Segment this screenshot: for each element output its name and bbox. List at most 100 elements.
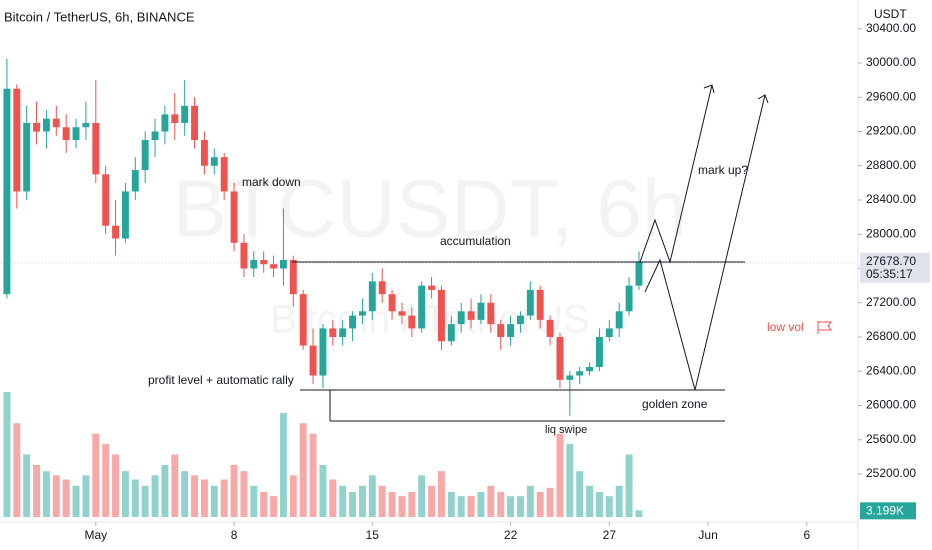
x-tick-label: 22 (504, 528, 518, 542)
y-tick-label: 30400.00 (866, 21, 916, 35)
candle-body (309, 345, 317, 376)
candle-body (595, 336, 603, 367)
markup-path-1 (639, 84, 713, 264)
candle-body (398, 311, 406, 316)
volume-bar (477, 492, 485, 517)
y-tick-label: 29600.00 (866, 89, 916, 103)
candle-body (250, 259, 258, 269)
candle-body (260, 259, 268, 265)
volume-bar (437, 471, 445, 517)
y-tick-label: 28000.00 (866, 226, 916, 240)
candle-body (52, 118, 60, 128)
annotation: mark up? (698, 163, 748, 177)
flag-icon (817, 321, 832, 334)
candle-body (33, 122, 40, 132)
candle-body (477, 302, 485, 320)
volume-bar (112, 454, 120, 517)
volume-bar (566, 444, 574, 517)
candle-body (210, 157, 218, 166)
volume-bar (615, 485, 623, 517)
volume-bar (319, 464, 327, 517)
y-tick-label: 29200.00 (866, 124, 916, 138)
candle-body (121, 191, 129, 239)
annotation: accumulation (440, 234, 511, 248)
annotation: mark down (242, 175, 301, 189)
volume-bar (289, 475, 297, 517)
candle-body (339, 328, 347, 337)
volume-bar (526, 485, 534, 517)
y-tick-label: 27200.00 (866, 295, 916, 309)
candle-body (536, 289, 544, 320)
candle-body (507, 324, 515, 337)
volume-bar (102, 444, 110, 517)
volume-bar (507, 496, 515, 517)
header-title: Bitcoin / TetherUS, 6h, BINANCE (4, 9, 195, 24)
candle-body (299, 294, 307, 346)
volume-bar (536, 492, 544, 517)
candle-body (556, 336, 564, 380)
annotation: liq swipe (545, 424, 587, 436)
volume-bar (408, 492, 416, 517)
y-tick-label: 26400.00 (866, 363, 916, 377)
candle-body (516, 315, 524, 325)
candle-body (428, 285, 436, 290)
candle-body (13, 88, 21, 192)
volume-bar (497, 492, 505, 517)
volume-bar (181, 471, 189, 517)
volume-bar (556, 433, 564, 517)
annotation: golden zone (642, 397, 708, 411)
volume-bar (368, 475, 376, 517)
candle-body (358, 311, 366, 316)
volume-bar (388, 492, 396, 517)
candle-body (388, 294, 396, 312)
volume-bar (240, 471, 248, 517)
last-price-label: 27678.70 (866, 254, 916, 268)
x-tick-label: 6 (804, 528, 811, 542)
candle-body (3, 88, 11, 295)
volume-bar (487, 485, 495, 517)
candle-body (131, 170, 139, 192)
y-tick-label: 25600.00 (866, 432, 916, 446)
candle-body (230, 191, 238, 243)
volume-bar (467, 496, 475, 517)
volume-bar (200, 479, 208, 517)
candle-body (72, 127, 80, 141)
y-tick-label: 26800.00 (866, 329, 916, 343)
candle-body (497, 324, 505, 337)
volume-bar (141, 485, 149, 517)
watermark: BTCUSDT, 6h (173, 164, 688, 255)
volume-bar (329, 479, 337, 517)
volume-bar (586, 485, 594, 517)
volume-bar (516, 496, 524, 517)
volume-bar (270, 496, 278, 517)
candle-body (289, 259, 297, 295)
volume-bar (260, 492, 268, 517)
candle-body (240, 242, 248, 269)
volume-bar (42, 471, 50, 517)
volume-bar (220, 479, 228, 517)
volume-bar (191, 475, 199, 517)
candle-body (546, 319, 554, 337)
volume-bar (23, 454, 31, 517)
y-tick-label: 26000.00 (866, 398, 916, 412)
volume-label: 3.199K (866, 504, 904, 518)
volume-bar (398, 496, 406, 517)
volume-bar (121, 471, 129, 517)
y-tick-label: 28400.00 (866, 192, 916, 206)
volume-bar (635, 510, 643, 517)
candle-body (615, 311, 623, 329)
candle-body (526, 289, 534, 316)
candle-body (605, 328, 613, 337)
volume-bar (349, 492, 357, 517)
candle-body (635, 261, 643, 286)
volume-bar (625, 454, 633, 517)
markup-path-2 (644, 94, 766, 391)
x-tick-label: 27 (603, 528, 617, 542)
candle-body (270, 264, 278, 269)
volume-bar (358, 485, 366, 517)
volume-bar (3, 392, 11, 517)
volume-bar (279, 412, 287, 517)
last-price-box (860, 252, 930, 283)
